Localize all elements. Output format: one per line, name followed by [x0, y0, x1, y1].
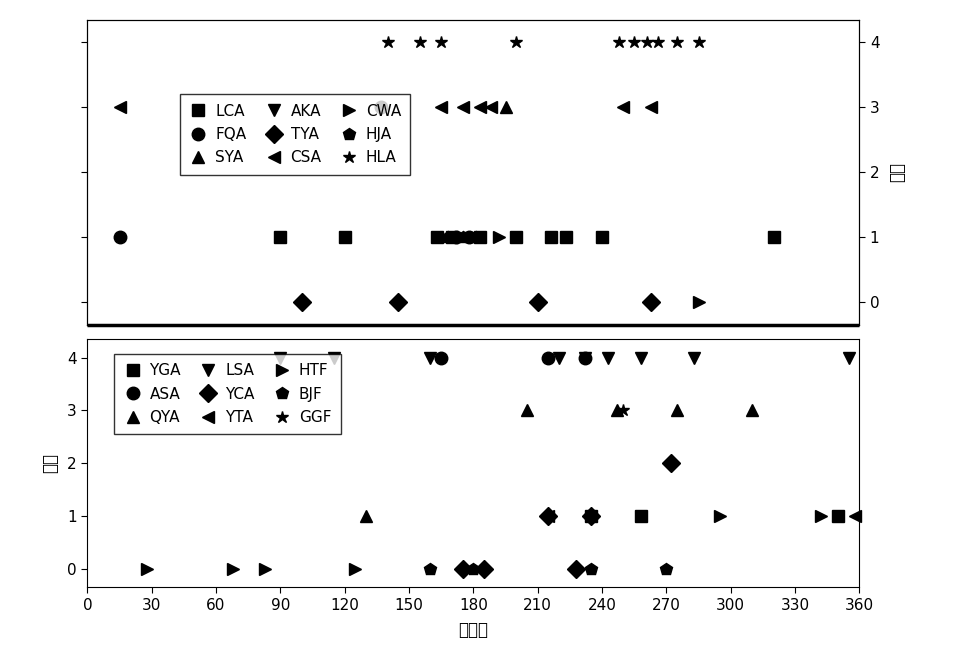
Y-axis label: 等级: 等级: [41, 453, 59, 473]
X-axis label: 儒略日: 儒略日: [458, 621, 488, 639]
Legend: YGA, ASA, QYA, LSA, YCA, YTA, HTF, BJF, GGF: YGA, ASA, QYA, LSA, YCA, YTA, HTF, BJF, …: [115, 354, 341, 434]
Y-axis label: 等级: 等级: [887, 162, 906, 182]
Legend: LCA, FQA, SYA, AKA, TYA, CSA, CWA, HJA, HLA: LCA, FQA, SYA, AKA, TYA, CSA, CWA, HJA, …: [180, 94, 410, 174]
